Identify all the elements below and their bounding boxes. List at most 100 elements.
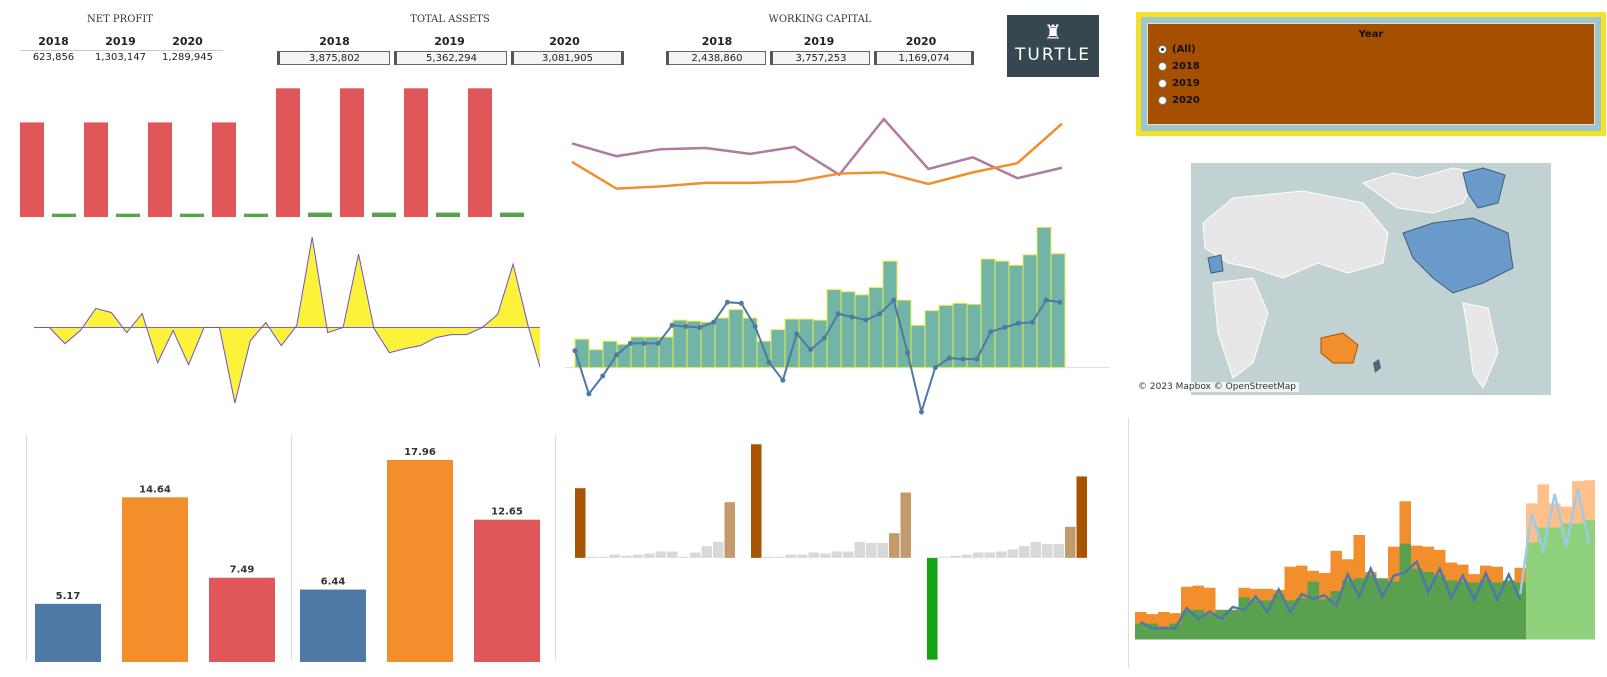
option-label: 2020 <box>1172 95 1200 106</box>
year-option-2019[interactable]: 2019 <box>1158 78 1200 89</box>
net-profit-title: NET PROFIT <box>87 14 153 25</box>
year-filter-panel: Year (All) 2018 2019 2020 <box>1136 12 1606 136</box>
highlight-bar <box>1065 526 1076 558</box>
africa-landmass <box>1212 277 1269 379</box>
blue-series-point <box>752 323 758 329</box>
highlight-bar <box>598 556 609 558</box>
highlight-bar <box>586 556 597 558</box>
blue-series-point <box>738 300 744 306</box>
australia-highlight <box>1320 332 1359 364</box>
year-option-all[interactable]: (All) <box>1158 44 1196 55</box>
red-bar <box>468 88 492 217</box>
value-bar <box>122 497 188 662</box>
blue-series-point <box>960 356 966 362</box>
teal-bar <box>1008 264 1024 369</box>
world-map[interactable]: © 2023 Mapbox © OpenStreetMap <box>1133 163 1551 395</box>
map-attribution: © 2023 Mapbox © OpenStreetMap <box>1135 382 1299 392</box>
highlight-bar <box>950 555 961 558</box>
blue-series-point <box>794 331 800 337</box>
green-bar <box>500 212 524 217</box>
bar-value-label: 17.96 <box>404 447 436 458</box>
highlight-bar <box>575 488 586 558</box>
highlight-bar <box>1042 543 1053 558</box>
net-profit-values: 623,856 1,303,147 1,289,945 <box>20 52 221 63</box>
green-bar <box>180 213 204 217</box>
red-bar <box>84 122 108 217</box>
teal-bar <box>714 317 730 369</box>
teal-bar <box>1050 253 1066 369</box>
year-option-2020[interactable]: 2020 <box>1158 95 1200 106</box>
blue-series-point <box>724 299 730 305</box>
year-label: 2020 <box>172 35 203 48</box>
blue-series-point <box>641 340 647 346</box>
bar-value-label: 12.65 <box>491 507 523 518</box>
kpi-value: 1,303,147 <box>95 52 146 63</box>
blue-series-point <box>905 350 911 356</box>
greenland-highlight <box>1462 167 1506 209</box>
highlight-bar <box>609 554 620 558</box>
option-label: (All) <box>1172 44 1196 55</box>
blue-series-point <box>711 319 717 325</box>
value-bar <box>300 589 366 662</box>
kpi-value: 5,362,294 <box>394 51 507 65</box>
blue-series-point <box>627 340 633 346</box>
teal-bar <box>1036 226 1052 369</box>
blue-series-point <box>697 325 703 331</box>
year-label: 2020 <box>905 35 937 48</box>
green-bar <box>372 212 396 217</box>
teal-bar <box>770 329 786 369</box>
eurasia-landmass <box>1202 190 1389 279</box>
variance-area-fill <box>34 237 540 403</box>
highlight-bar <box>808 552 819 558</box>
north-america-highlight <box>1402 217 1514 294</box>
highlight-bar <box>866 542 877 558</box>
lightblue-noise-line <box>1519 488 1591 595</box>
highlight-bar-chart <box>575 444 1087 660</box>
year-label: 2019 <box>803 35 835 48</box>
radio-icon[interactable] <box>1158 79 1167 88</box>
green-bar <box>308 212 332 217</box>
variance-line <box>34 236 540 404</box>
value-bar <box>209 577 275 662</box>
year-option-2018[interactable]: 2018 <box>1158 61 1200 72</box>
highlight-bar <box>996 551 1007 558</box>
panel-divider <box>555 435 556 660</box>
stacked-step-chart <box>1135 480 1595 640</box>
year-label: 2020 <box>549 35 580 48</box>
total-assets-title: TOTAL ASSETS <box>410 14 490 25</box>
blue-series-point <box>1029 319 1035 325</box>
teal-bar <box>868 286 884 369</box>
kpi-value: 1,289,945 <box>162 52 213 63</box>
blue-series-point <box>835 311 841 317</box>
blue-series-point <box>1057 299 1063 305</box>
highlight-bar <box>984 552 995 558</box>
blue-series-point <box>1002 325 1008 331</box>
year-filter-title: Year <box>1358 29 1384 40</box>
blue-series-point <box>988 329 994 335</box>
teal-bar <box>924 310 940 369</box>
radio-icon[interactable] <box>1158 96 1167 105</box>
value-bar <box>474 519 540 662</box>
blue-series-point <box>780 377 786 383</box>
blue-series-point <box>766 359 772 365</box>
red-bar <box>340 88 364 217</box>
highlight-bar <box>762 556 773 558</box>
highlight-bar <box>667 551 678 558</box>
highlight-bar <box>655 551 666 558</box>
value-bar <box>35 603 101 662</box>
south-america-landmass <box>1462 302 1499 390</box>
teal-bar <box>728 309 744 369</box>
highlight-bar <box>1076 476 1087 558</box>
blue-series-point <box>572 348 578 354</box>
highlight-bar <box>632 554 643 558</box>
teal-bar <box>1022 254 1038 369</box>
teal-bar <box>700 321 716 369</box>
new-zealand-highlight <box>1373 359 1381 373</box>
highlight-bar <box>701 546 712 558</box>
green-step-area <box>1135 543 1526 640</box>
radio-icon[interactable] <box>1158 45 1167 54</box>
highlight-bar <box>724 502 735 558</box>
radio-icon[interactable] <box>1158 62 1167 71</box>
red-bar <box>148 122 172 217</box>
bar-value-label: 14.64 <box>139 484 171 495</box>
